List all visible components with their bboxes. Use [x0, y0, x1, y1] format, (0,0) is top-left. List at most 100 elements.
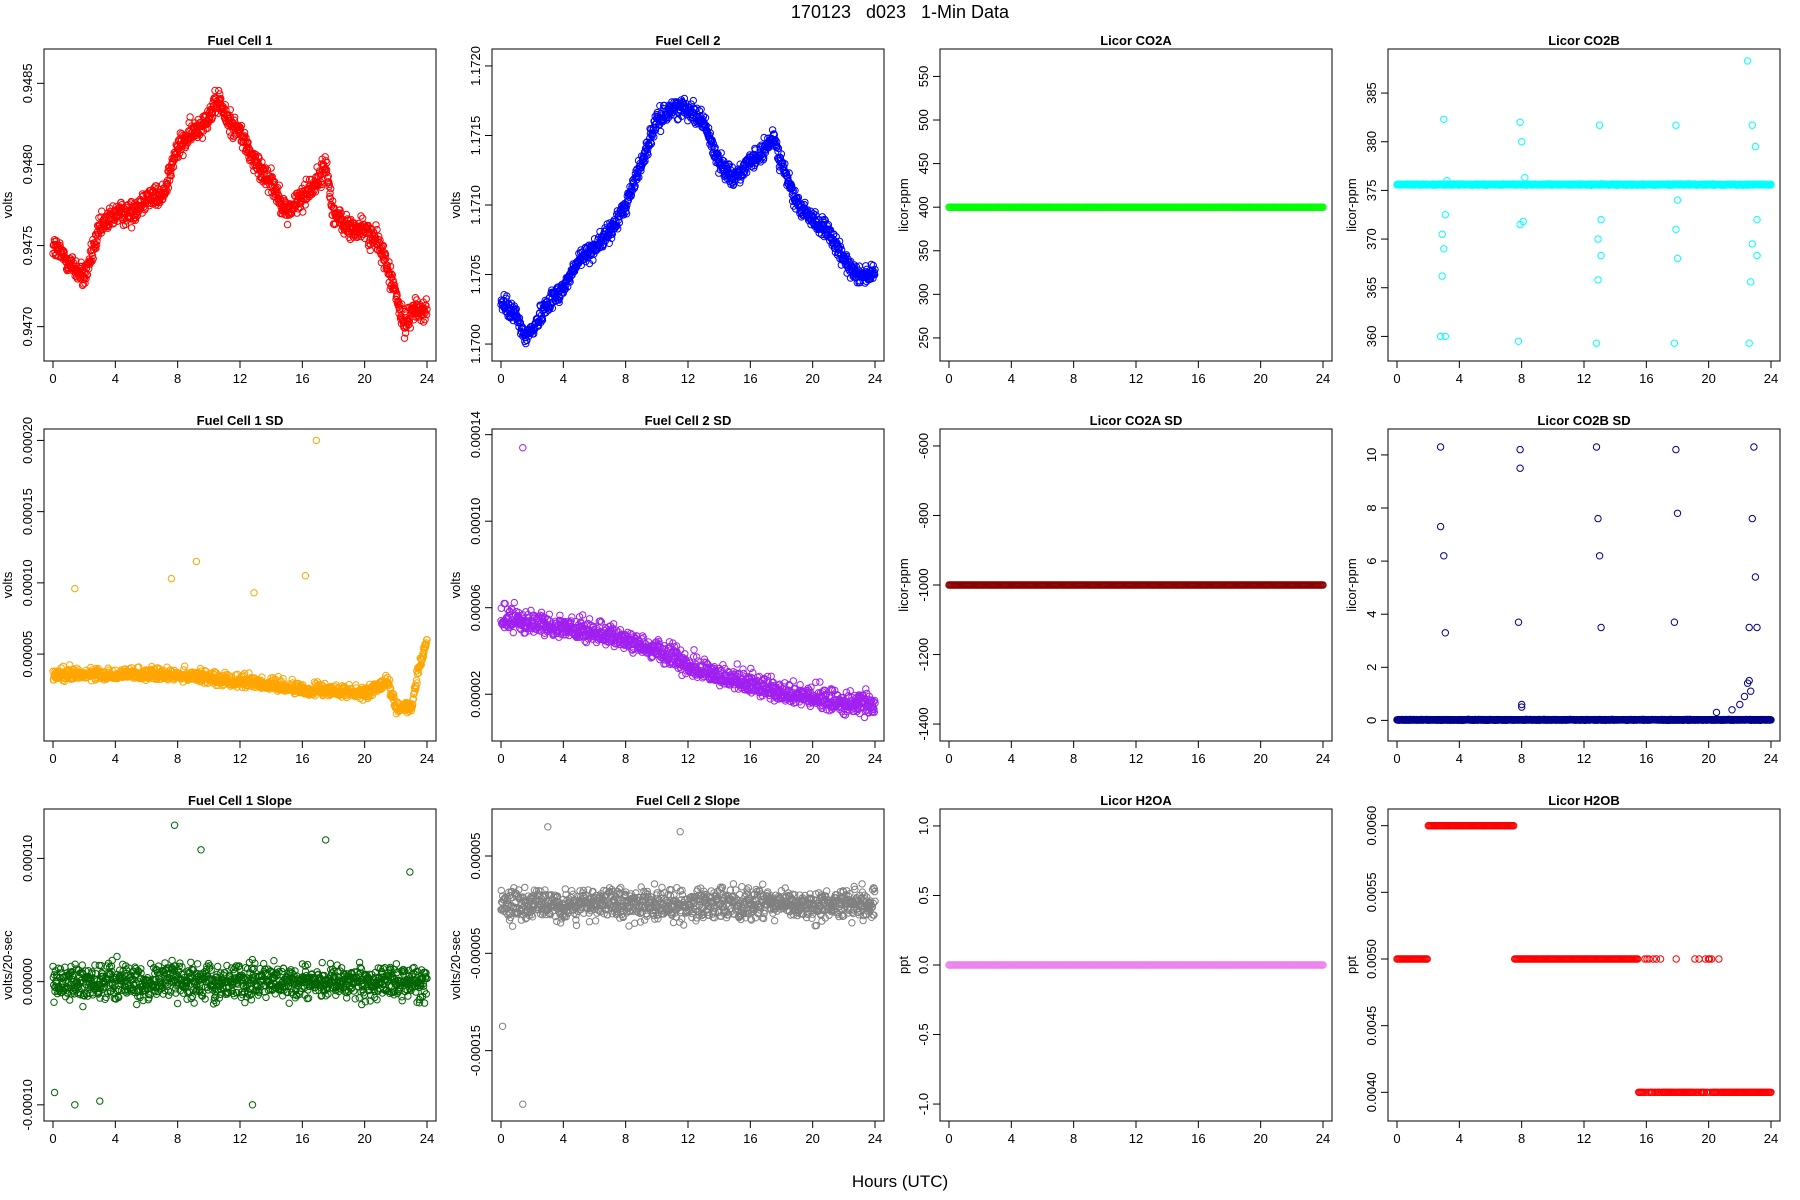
x-tick-label: 24 [868, 751, 882, 766]
panel-title: Fuel Cell 1 [207, 33, 272, 48]
data-point [372, 221, 380, 229]
data-point [275, 181, 283, 189]
data-point [67, 256, 76, 265]
plot-frame [43, 48, 437, 362]
x-tick-label: 16 [295, 371, 309, 386]
x-tick-label: 8 [622, 371, 629, 386]
data-point [179, 151, 187, 160]
data-point [167, 172, 175, 180]
data-points [49, 86, 431, 342]
data-point [385, 258, 393, 266]
y-tick-label: 1.1710 [468, 185, 483, 225]
x-tick-label: 0 [945, 371, 952, 386]
y-tick-label: 370 [1364, 228, 1379, 250]
y-tick-label: 1.1705 [468, 255, 483, 295]
data-point [56, 239, 64, 247]
data-point [270, 177, 279, 186]
y-tick-label: 1.1700 [468, 324, 483, 364]
data-points [945, 203, 1327, 211]
data-point [82, 275, 90, 283]
outlier-point [1518, 138, 1526, 146]
y-tick-label: 0.9470 [20, 307, 35, 347]
data-point [398, 300, 406, 308]
data-point [375, 232, 383, 241]
outlier-point [1441, 332, 1450, 341]
x-tick-label: 16 [743, 371, 757, 386]
data-point [317, 183, 325, 192]
x-tick-label: 20 [357, 751, 371, 766]
outlier-point [1597, 251, 1605, 260]
x-tick-label: 16 [1639, 371, 1653, 386]
data-point [98, 207, 106, 215]
data-point [226, 106, 235, 114]
data-point [364, 224, 372, 232]
x-tick-label: 20 [805, 371, 819, 386]
data-point [283, 220, 292, 229]
y-tick-label: 350 [916, 240, 931, 262]
data-point [261, 164, 270, 172]
outlier-point [1441, 211, 1450, 219]
outlier-point [1440, 245, 1448, 253]
data-point [164, 184, 173, 192]
outlier-point [1672, 121, 1680, 129]
data-point [244, 138, 252, 147]
data-point [81, 279, 89, 287]
data-point [89, 255, 97, 263]
x-tick-label: 20 [1253, 371, 1267, 386]
x-tick-label: 16 [1191, 371, 1205, 386]
data-point [227, 132, 235, 140]
outlier-point [1743, 57, 1752, 65]
panel-title: Licor CO2B [1548, 33, 1620, 48]
x-tick-label: 20 [805, 751, 819, 766]
outlier-point [1673, 254, 1682, 263]
y-axis-label: volts [0, 191, 15, 218]
data-point [378, 244, 386, 252]
x-tick-label: 12 [1129, 371, 1143, 386]
y-tick-label: 360 [1364, 326, 1379, 348]
data-point [92, 244, 100, 253]
data-point [388, 271, 396, 279]
x-tick-label: 16 [295, 751, 309, 766]
data-point [325, 180, 333, 189]
data-point [169, 163, 178, 171]
data-point [299, 208, 307, 216]
data-point [93, 237, 101, 245]
x-tick-label: 12 [233, 751, 247, 766]
data-point [215, 86, 223, 95]
data-point [386, 285, 394, 294]
x-tick-label: 12 [233, 371, 247, 386]
outlier-point [250, 589, 258, 597]
outlier-point [1438, 230, 1446, 238]
plot-frame [1387, 48, 1781, 362]
data-point [357, 212, 365, 220]
data-point [150, 184, 158, 192]
data-point [127, 224, 136, 232]
x-tick-label: 24 [420, 751, 434, 766]
data-point [381, 251, 389, 260]
data-point [268, 173, 276, 181]
data-point [174, 153, 182, 161]
x-tick-label: 24 [1764, 371, 1778, 386]
data-point [159, 195, 167, 203]
data-points [49, 436, 431, 718]
data-point [274, 191, 283, 199]
x-tick-label: 8 [174, 751, 181, 766]
outlier-point [167, 574, 176, 583]
x-tick-label: 0 [497, 371, 504, 386]
data-point [379, 241, 388, 250]
data-point [386, 262, 395, 271]
data-point [72, 257, 80, 265]
data-point [413, 296, 421, 304]
x-tick-label: 16 [743, 751, 757, 766]
data-point [267, 164, 275, 172]
data-point [302, 175, 310, 184]
x-tick-label: 4 [560, 751, 567, 766]
x-tick-label: 4 [112, 751, 119, 766]
outlier-point [1595, 121, 1604, 129]
outlier-point [71, 584, 79, 593]
data-point [198, 134, 207, 142]
